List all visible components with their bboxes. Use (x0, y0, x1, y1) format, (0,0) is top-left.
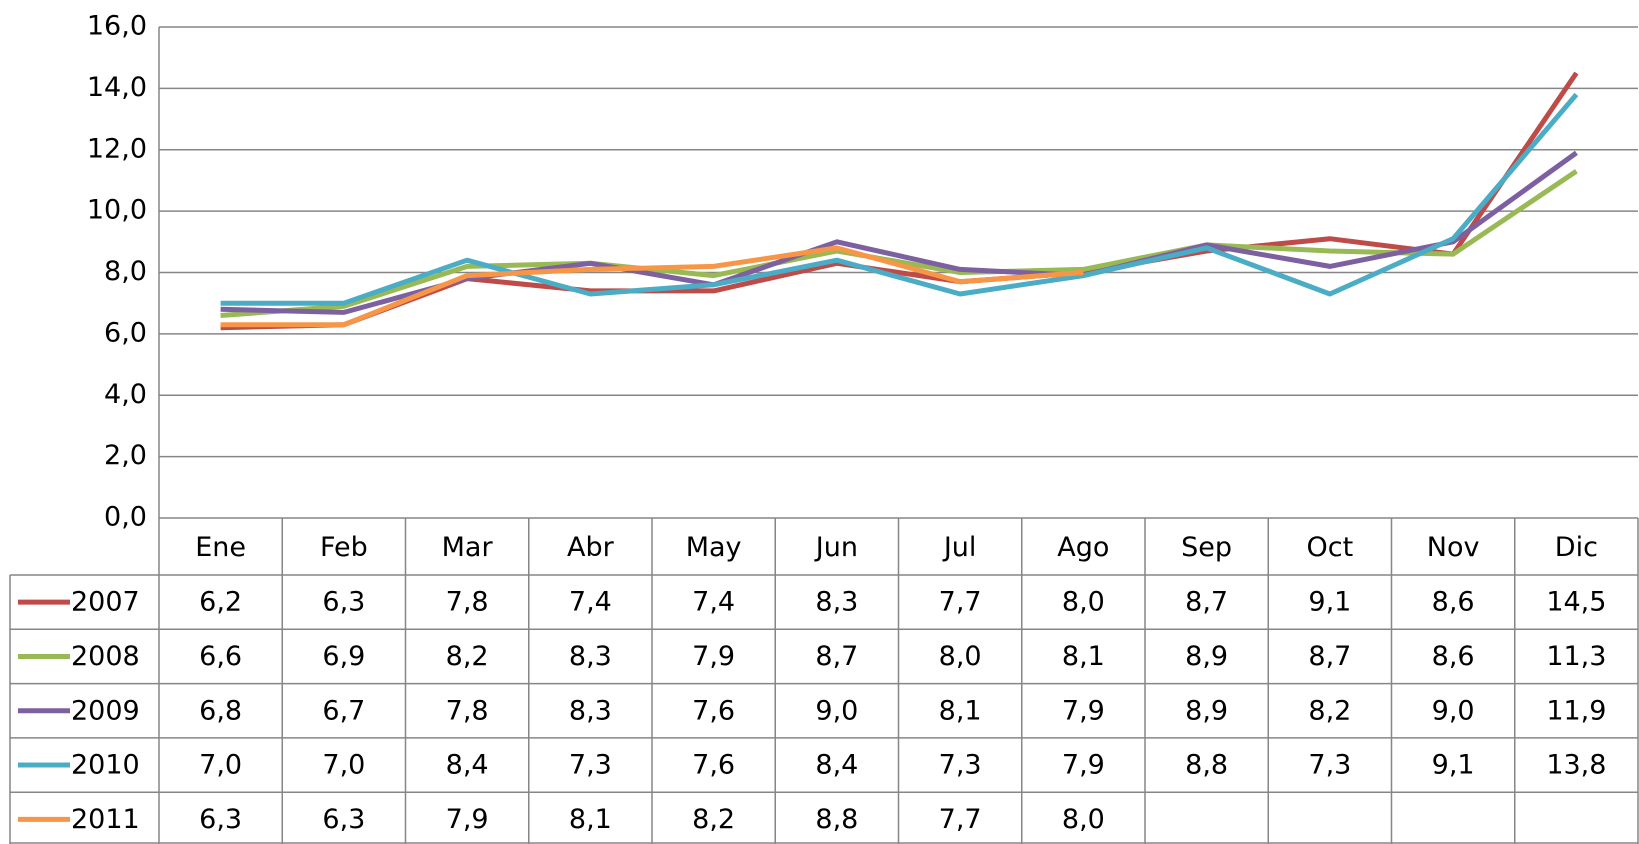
table-value: 9,0 (1432, 695, 1475, 726)
table-value: 8,1 (939, 695, 982, 726)
legend-label: 2007 (71, 587, 140, 618)
x-tick-label: Ago (1057, 532, 1109, 563)
table-value: 7,7 (939, 804, 982, 835)
table-value: 8,8 (815, 804, 858, 835)
table-value: 8,3 (569, 695, 612, 726)
table-value: 11,3 (1546, 641, 1606, 672)
y-tick-label: 0,0 (104, 502, 147, 533)
x-tick-label: Dic (1555, 532, 1598, 563)
table-value: 7,3 (939, 750, 982, 781)
table-value: 8,7 (815, 641, 858, 672)
table-value: 7,3 (1308, 750, 1351, 781)
table-value: 8,1 (1062, 641, 1105, 672)
table-value: 8,0 (1062, 587, 1105, 618)
y-tick-label: 12,0 (87, 133, 147, 164)
series-line (220, 92, 1579, 306)
y-tick-label: 6,0 (104, 317, 147, 348)
table-value: 11,9 (1546, 695, 1606, 726)
table-value: 7,9 (692, 641, 735, 672)
table-value: 8,2 (1308, 695, 1351, 726)
table-value: 9,1 (1432, 750, 1475, 781)
table-value: 8,1 (569, 804, 612, 835)
x-tick-label: Mar (442, 532, 494, 563)
table-value: 7,4 (692, 587, 735, 618)
table-value: 13,8 (1546, 750, 1606, 781)
table-value: 7,3 (569, 750, 612, 781)
table-value: 8,3 (815, 587, 858, 618)
x-tick-label: Nov (1427, 532, 1480, 563)
table-value: 8,2 (446, 641, 489, 672)
y-tick-label: 4,0 (104, 379, 147, 410)
y-tick-label: 8,0 (104, 256, 147, 287)
table-value: 8,6 (1432, 587, 1475, 618)
table-value: 6,3 (322, 587, 365, 618)
table-value: 6,6 (199, 641, 242, 672)
x-tick-label: Jun (814, 532, 858, 563)
table-value: 8,0 (939, 641, 982, 672)
table-value: 8,9 (1185, 695, 1228, 726)
table-value: 7,9 (446, 804, 489, 835)
table-value: 7,9 (1062, 695, 1105, 726)
table-value: 8,6 (1432, 641, 1475, 672)
table-value: 7,7 (939, 587, 982, 618)
table-value: 9,0 (815, 695, 858, 726)
x-tick-label: Jul (942, 532, 977, 563)
table-value: 6,7 (322, 695, 365, 726)
legend-label: 2008 (71, 641, 140, 672)
legend-label: 2010 (71, 750, 140, 781)
x-tick-label: Sep (1181, 532, 1232, 563)
x-tick-label: Oct (1307, 532, 1354, 563)
table-value: 6,3 (322, 804, 365, 835)
table-value: 14,5 (1546, 587, 1606, 618)
table-value: 8,2 (692, 804, 735, 835)
table-value: 7,4 (569, 587, 612, 618)
table-value: 8,0 (1062, 804, 1105, 835)
legend-label: 2011 (71, 804, 140, 835)
table-value: 7,6 (692, 750, 735, 781)
table-value: 8,8 (1185, 750, 1228, 781)
y-tick-label: 10,0 (87, 195, 147, 226)
table-value: 8,9 (1185, 641, 1228, 672)
table-value: 6,8 (199, 695, 242, 726)
table-value: 7,8 (446, 695, 489, 726)
table-value: 7,8 (446, 587, 489, 618)
table-value: 8,4 (446, 750, 489, 781)
table-value: 8,7 (1185, 587, 1228, 618)
table-value: 7,9 (1062, 750, 1105, 781)
table-value: 8,4 (815, 750, 858, 781)
legend-label: 2009 (71, 695, 140, 726)
x-tick-label: Ene (195, 532, 246, 563)
series-line (220, 245, 1084, 328)
series-line (220, 150, 1578, 315)
table-value: 7,0 (199, 750, 242, 781)
x-tick-label: Feb (320, 532, 368, 563)
table-value: 7,6 (692, 695, 735, 726)
table-value: 7,0 (322, 750, 365, 781)
y-tick-label: 16,0 (87, 11, 147, 42)
y-tick-label: 14,0 (87, 72, 147, 103)
table-value: 8,7 (1308, 641, 1351, 672)
table-value: 8,3 (569, 641, 612, 672)
table-value: 9,1 (1308, 587, 1351, 618)
table-value: 6,3 (199, 804, 242, 835)
table-value: 6,9 (322, 641, 365, 672)
x-tick-label: Abr (567, 532, 615, 563)
table-value: 6,2 (199, 587, 242, 618)
y-tick-label: 2,0 (104, 440, 147, 471)
series-line (220, 169, 1578, 318)
x-tick-label: May (686, 532, 742, 563)
